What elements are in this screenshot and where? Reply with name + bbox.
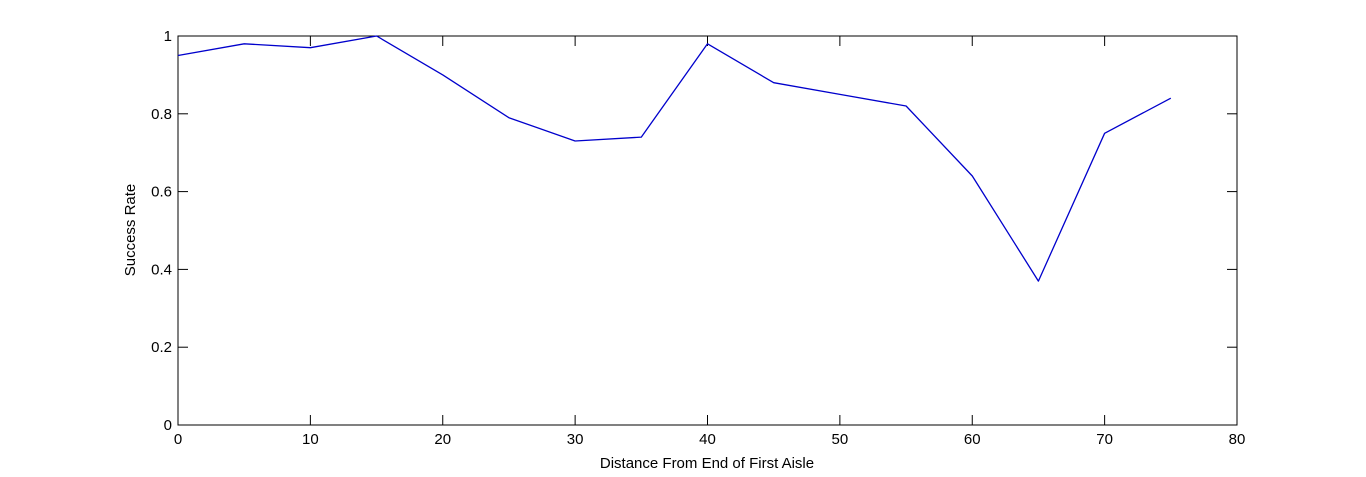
y-axis-label: Success Rate: [122, 184, 139, 277]
x-tick-label: 70: [1096, 431, 1113, 448]
plot-area: [177, 35, 1238, 426]
y-axis-ticks: 0 0.2 0.4 0.6 0.8 1: [151, 28, 1237, 434]
x-tick-label: 20: [434, 431, 451, 448]
x-tick-label: 50: [832, 431, 849, 448]
x-tick-label: 10: [302, 431, 319, 448]
x-tick-label: 0: [174, 431, 182, 448]
x-axis-label: Distance From End of First Aisle: [600, 455, 814, 472]
y-tick-label: 1: [164, 28, 172, 45]
x-tick-label: 40: [699, 431, 716, 448]
series-line: [177, 35, 1172, 282]
y-tick-label: 0.2: [151, 339, 172, 356]
x-tick-label: 80: [1229, 431, 1246, 448]
y-tick-label: 0.4: [151, 261, 172, 278]
series-layer: [177, 35, 1172, 282]
x-tick-label: 30: [567, 431, 584, 448]
y-tick-label: 0: [164, 417, 172, 434]
y-tick-label: 0.8: [151, 106, 172, 123]
x-tick-label: 60: [964, 431, 981, 448]
y-tick-label: 0.6: [151, 184, 172, 201]
x-axis-ticks: 0 10 20 30 40 50 60 70 80: [174, 36, 1246, 448]
